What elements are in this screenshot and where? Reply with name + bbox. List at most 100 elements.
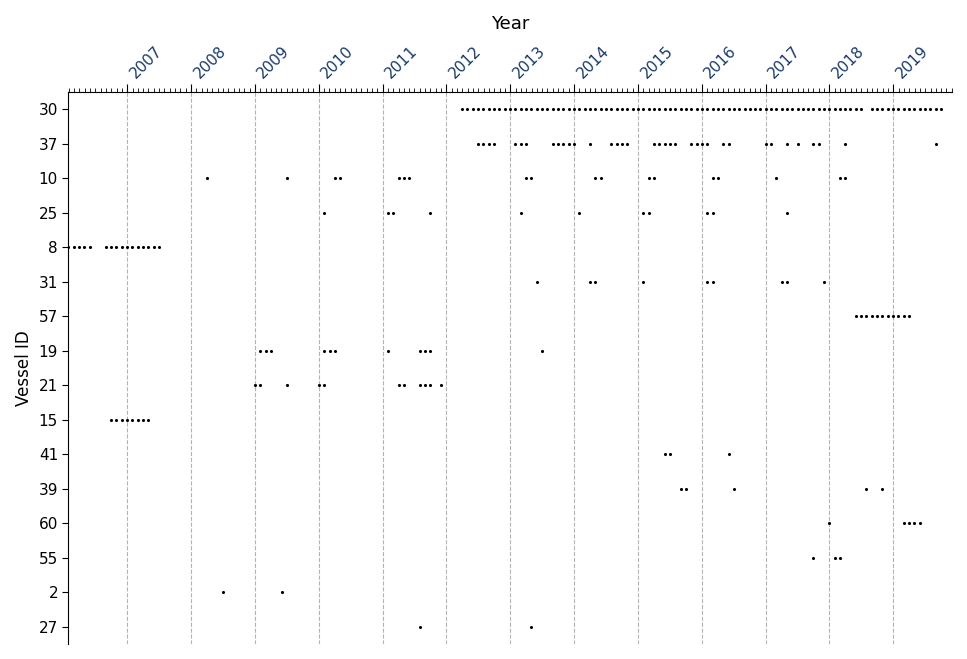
Point <box>619 104 634 115</box>
Point <box>332 173 347 183</box>
Point <box>582 276 598 287</box>
Point <box>763 138 778 149</box>
Point <box>891 104 906 115</box>
X-axis label: Year: Year <box>491 15 529 33</box>
Point <box>837 104 853 115</box>
Point <box>923 104 938 115</box>
Point <box>779 276 795 287</box>
Point <box>854 104 869 115</box>
Point <box>901 518 917 529</box>
Point <box>678 484 693 494</box>
Point <box>316 380 332 391</box>
Point <box>901 311 917 322</box>
Point <box>316 208 332 218</box>
Point <box>833 173 848 183</box>
Point <box>327 173 342 183</box>
Point <box>555 104 571 115</box>
Point <box>513 208 529 218</box>
Point <box>412 380 427 391</box>
Point <box>587 173 602 183</box>
Point <box>476 138 491 149</box>
Point <box>710 104 725 115</box>
Point <box>635 208 651 218</box>
Point <box>896 518 912 529</box>
Point <box>875 104 891 115</box>
Point <box>482 138 497 149</box>
Point <box>135 242 151 252</box>
Point <box>662 104 678 115</box>
Point <box>567 138 582 149</box>
Point <box>587 104 602 115</box>
Point <box>774 104 789 115</box>
Point <box>625 104 640 115</box>
Point <box>380 345 396 356</box>
Point <box>386 208 401 218</box>
Point <box>891 311 906 322</box>
Y-axis label: Vessel ID: Vessel ID <box>15 330 33 406</box>
Point <box>412 345 427 356</box>
Point <box>603 138 619 149</box>
Point <box>806 138 821 149</box>
Point <box>486 138 502 149</box>
Point <box>886 104 901 115</box>
Point <box>683 104 698 115</box>
Point <box>769 173 784 183</box>
Point <box>646 138 661 149</box>
Point <box>912 518 927 529</box>
Point <box>619 138 634 149</box>
Point <box>593 104 608 115</box>
Point <box>322 345 337 356</box>
Point <box>875 484 891 494</box>
Point <box>869 104 885 115</box>
Point <box>418 380 433 391</box>
Point <box>523 621 539 632</box>
Point <box>327 345 342 356</box>
Point <box>864 311 880 322</box>
Point <box>694 104 710 115</box>
Point <box>833 104 848 115</box>
Point <box>886 311 901 322</box>
Point <box>216 587 231 598</box>
Point <box>423 380 438 391</box>
Point <box>535 345 550 356</box>
Point <box>928 104 944 115</box>
Point <box>609 104 625 115</box>
Point <box>518 138 534 149</box>
Point <box>614 104 630 115</box>
Point <box>907 104 923 115</box>
Point <box>667 138 683 149</box>
Point <box>657 138 672 149</box>
Point <box>901 104 917 115</box>
Point <box>742 104 757 115</box>
Point <box>529 104 544 115</box>
Point <box>614 138 630 149</box>
Point <box>582 138 598 149</box>
Point <box>252 345 268 356</box>
Point <box>726 484 742 494</box>
Point <box>816 104 832 115</box>
Point <box>131 242 146 252</box>
Point <box>699 138 715 149</box>
Point <box>108 415 124 425</box>
Point <box>673 484 689 494</box>
Point <box>152 242 167 252</box>
Point <box>61 242 76 252</box>
Point <box>827 104 842 115</box>
Point <box>779 138 795 149</box>
Point <box>76 242 92 252</box>
Point <box>476 104 491 115</box>
Point <box>731 104 747 115</box>
Point <box>822 518 837 529</box>
Point <box>486 104 502 115</box>
Point <box>125 242 140 252</box>
Point <box>396 380 411 391</box>
Point <box>599 104 614 115</box>
Point <box>603 104 619 115</box>
Point <box>518 173 534 183</box>
Point <box>657 449 672 459</box>
Point <box>561 138 576 149</box>
Point <box>279 380 295 391</box>
Point <box>752 104 768 115</box>
Point <box>508 104 523 115</box>
Point <box>737 104 752 115</box>
